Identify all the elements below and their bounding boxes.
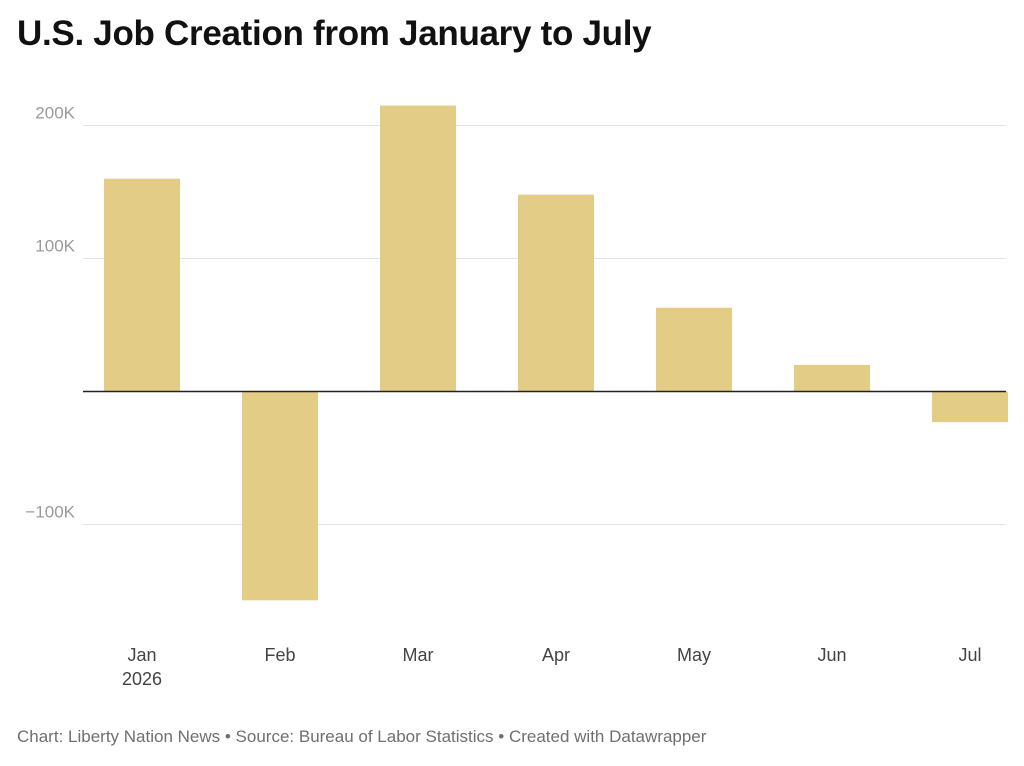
x-tick-label: Mar [403, 645, 434, 665]
bar [794, 364, 870, 392]
footer-separator: • [493, 727, 509, 746]
x-tick-label: Feb [264, 645, 295, 665]
x-tick-label: Apr [542, 645, 570, 665]
bar [656, 307, 732, 392]
created-with-link[interactable]: Created with Datawrapper [508, 727, 707, 746]
y-tick-label: 100K [35, 237, 75, 256]
chart-source: Source: Bureau of Labor Statistics [235, 727, 494, 746]
bars [104, 105, 1008, 601]
chart-footer: Chart: Liberty Nation News • Source: Bur… [17, 727, 706, 747]
bar [380, 105, 456, 392]
bar [104, 178, 180, 392]
x-tick-labels: Jan 2026 Feb Mar Apr May Jun Jul [122, 645, 982, 689]
x-tick-label: Jun [817, 645, 846, 665]
y-tick-labels: 200K 100K −100K [25, 104, 75, 522]
x-tick-sublabel: 2026 [122, 669, 162, 689]
bar [518, 194, 594, 392]
bar [932, 391, 1008, 423]
y-tick-label: −100K [25, 503, 75, 522]
x-tick-label: Jan [127, 645, 156, 665]
y-tick-label: 200K [35, 104, 75, 123]
footer-separator: • [220, 727, 236, 746]
x-tick-label: May [677, 645, 711, 665]
bar [242, 391, 318, 601]
chart-title: U.S. Job Creation from January to July [17, 14, 652, 53]
x-tick-label: Jul [958, 645, 981, 665]
chart-credit: Chart: Liberty Nation News [17, 727, 221, 746]
